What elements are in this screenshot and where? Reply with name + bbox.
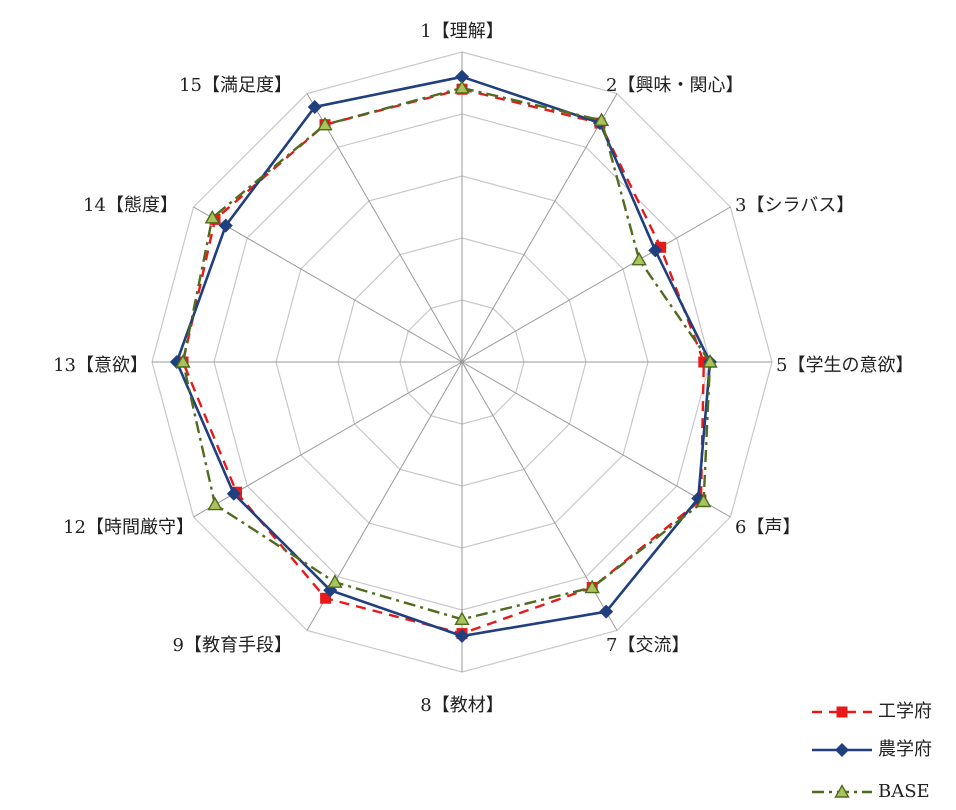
series-3-point-4	[702, 354, 718, 368]
series-2-point-3	[648, 243, 663, 258]
axis-label-8: 9【教育手段】	[173, 635, 292, 656]
series-3-point-7	[454, 611, 470, 625]
legend-label-2: 農学府	[878, 739, 932, 760]
radar-grid	[151, 51, 773, 673]
legend-marker-1	[836, 706, 848, 718]
spoke-2	[461, 93, 618, 363]
axis-label-9: 12【時間厳守】	[63, 517, 194, 538]
series-2-point-6	[599, 604, 614, 619]
axis-label-10: 13【意欲】	[53, 355, 148, 376]
series-line-3	[181, 86, 712, 621]
series-3-point-10	[175, 354, 191, 368]
series-3-point-6	[584, 579, 600, 594]
spoke-11	[193, 206, 463, 363]
spoke-5	[461, 361, 731, 518]
series-3-point-12	[317, 116, 333, 131]
series-3	[175, 80, 718, 625]
series-1-point-3	[655, 241, 667, 253]
axis-label-1: 1【理解】	[420, 21, 503, 42]
axis-label-7: 8【教材】	[420, 695, 503, 716]
axis-label-4: 5【学生の意欲】	[776, 355, 913, 376]
series-layer	[169, 69, 718, 644]
legend-label-1: 工学府	[878, 701, 932, 722]
series-2-point-9	[226, 486, 241, 501]
legend-item-1: 工学府	[812, 701, 932, 722]
legend-item-2: 農学府	[812, 739, 932, 760]
series-3-point-9	[207, 496, 223, 511]
series-3-point-8	[327, 574, 343, 588]
spoke-12	[306, 93, 463, 363]
series-2-point-11	[218, 218, 233, 233]
series-3-point-2	[593, 112, 610, 127]
axis-labels: 1【理解】 2【興味・関心】 3【シラバス】 5【学生の意欲】 6【声】 7【交流】 8【教…	[53, 21, 913, 716]
series-3-point-11	[204, 209, 221, 224]
series-1	[177, 83, 710, 640]
axis-label-6: 7【交流】	[606, 635, 689, 656]
series-line-1	[181, 87, 706, 635]
spoke-3	[461, 206, 731, 363]
series-2	[169, 69, 717, 644]
series-2-point-7	[455, 629, 469, 644]
axis-label-12: 15【満足度】	[179, 75, 292, 96]
series-2-point-1	[455, 69, 469, 84]
series-3-point-3	[631, 251, 647, 266]
series-1-point-8	[320, 592, 332, 604]
axis-label-3: 3【シラバス】	[735, 195, 854, 216]
series-3-point-1	[454, 80, 470, 94]
axis-label-2: 2【興味・関心】	[606, 75, 743, 96]
series-2-point-12	[307, 99, 322, 114]
legend-marker-2	[835, 743, 849, 757]
legend-marker-3	[834, 784, 850, 798]
legend-item-3: BASE	[812, 781, 930, 802]
axis-label-11: 14【態度】	[83, 195, 178, 216]
series-line-2	[175, 75, 712, 638]
legend-label-3: BASE	[878, 781, 930, 802]
series-3-point-5	[695, 493, 712, 508]
axis-label-5: 6【声】	[735, 517, 800, 538]
